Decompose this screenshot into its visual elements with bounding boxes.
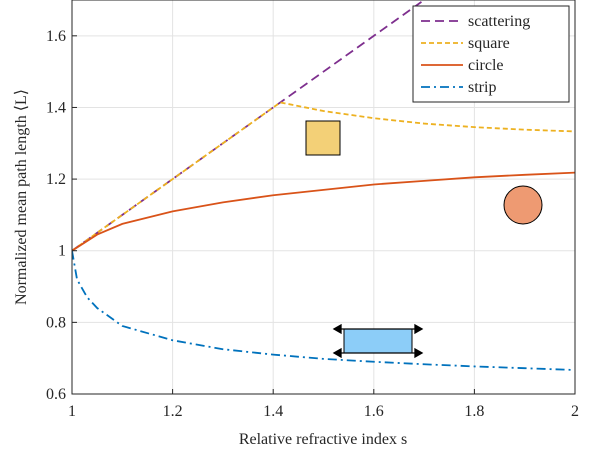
legend-label: circle xyxy=(468,57,504,74)
strip-icon xyxy=(343,328,413,354)
legend-label: scattering xyxy=(468,13,530,30)
legend-label: strip xyxy=(468,79,496,96)
series-line xyxy=(72,250,575,371)
strip-arrows xyxy=(332,323,424,359)
y-tick-label: 1 xyxy=(58,243,66,260)
series-line xyxy=(72,171,575,252)
lines xyxy=(72,0,575,371)
square-icon xyxy=(305,120,341,156)
grid xyxy=(71,0,576,395)
x-tick-label: 1.4 xyxy=(263,403,283,420)
x-tick-label: 1.6 xyxy=(364,403,384,420)
y-tick-label: 1.4 xyxy=(46,99,66,116)
legend: scattering square circle strip xyxy=(412,5,570,103)
x-tick-label: 1.2 xyxy=(163,403,183,420)
legend-label: square xyxy=(468,35,510,52)
plot-frame xyxy=(71,0,576,395)
x-tick-label: 1.8 xyxy=(464,403,484,420)
y-tick-label: 1.6 xyxy=(46,28,66,45)
y-tick-label: 0.8 xyxy=(46,314,66,331)
y-tick-label: 1.2 xyxy=(46,171,66,188)
x-tick-label: 1 xyxy=(68,403,76,420)
y-tick-label: 0.6 xyxy=(46,386,66,403)
legend-box xyxy=(412,5,570,103)
x-axis-label: Relative refractive index s xyxy=(239,431,407,448)
circle-icon xyxy=(503,185,543,225)
y-axis-label: Normalized mean path length ⟨L⟩ xyxy=(13,89,30,305)
x-tick-label: 2 xyxy=(571,403,579,420)
